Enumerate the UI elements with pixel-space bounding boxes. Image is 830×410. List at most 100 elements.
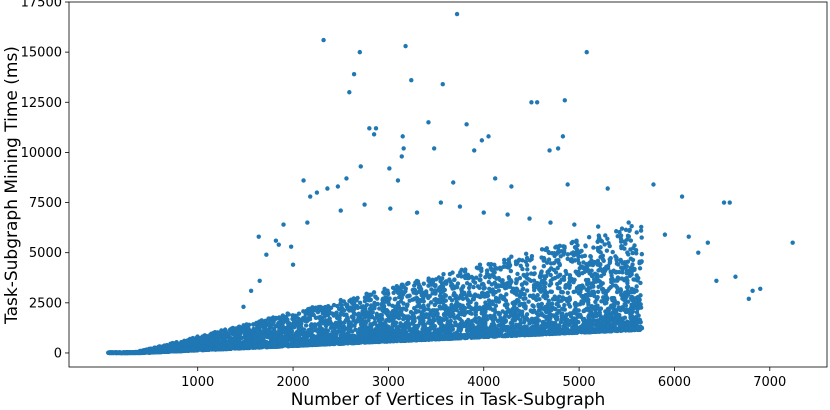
data-point [634,288,639,294]
data-point [539,278,545,284]
data-point [580,264,585,270]
data-point [395,178,401,183]
data-point [407,322,412,327]
data-point [602,242,607,247]
data-point [569,240,574,246]
data-point [507,329,513,335]
data-point [388,206,393,211]
data-point [365,292,371,297]
data-point [531,278,537,283]
data-point [578,286,584,292]
data-point [472,308,478,313]
data-point [634,284,639,289]
data-point [409,310,414,315]
data-point [308,194,313,199]
data-point [530,303,535,308]
data-point [325,328,331,333]
data-point [377,318,383,324]
data-point [567,295,572,300]
data-point [353,320,358,326]
data-point [359,339,364,344]
data-point [472,148,477,153]
data-point [623,276,628,281]
data-point [393,320,399,325]
data-point [387,296,392,301]
data-point [539,247,545,252]
data-point [374,311,380,317]
data-point [502,296,507,302]
data-point [595,318,601,323]
data-point [254,327,259,333]
data-point [497,333,502,338]
data-point [272,333,278,338]
data-point [579,299,584,304]
data-point [628,270,633,276]
data-point [562,245,567,251]
data-point [534,100,540,105]
data-point [605,186,610,191]
data-point [637,259,642,264]
data-point [614,285,620,290]
data-point [604,294,609,300]
data-point [595,262,600,267]
data-point [182,342,188,348]
data-point [638,280,643,286]
data-point [338,208,343,213]
data-point [601,258,606,264]
data-point [595,289,601,294]
data-point [571,325,576,331]
data-point [386,300,391,305]
data-point [429,287,434,292]
data-point [454,307,459,313]
data-point [565,290,571,295]
data-point [588,281,593,286]
data-point [588,262,593,267]
data-point [598,266,603,272]
data-point [400,134,405,139]
data-point [515,271,520,277]
data-point [362,298,368,304]
data-point [322,320,327,325]
data-point [190,346,195,351]
data-point [351,71,357,77]
data-point [546,250,552,256]
data-point [437,304,442,309]
data-point [518,317,523,323]
data-point [229,326,234,332]
data-point [370,309,375,315]
data-point [286,312,291,317]
data-point [405,302,410,307]
data-point [474,320,480,325]
data-point [477,277,482,282]
data-point [619,265,624,270]
data-point [549,302,554,307]
data-point [662,232,668,237]
data-point [608,313,614,318]
data-point [335,184,341,189]
data-point [443,298,449,303]
data-point [514,279,519,285]
data-point [360,304,366,309]
data-point [523,251,529,257]
data-point [596,237,601,242]
data-point [358,313,363,319]
data-point [422,325,428,330]
data-point [538,328,543,334]
data-point [290,262,296,267]
data-point [297,320,302,326]
data-point [435,311,440,316]
data-point [540,323,546,328]
data-point [315,329,320,334]
data-point [477,333,482,339]
data-point [521,286,526,291]
data-point [396,311,401,316]
data-point [392,315,398,320]
data-point [727,200,732,205]
data-point [543,247,548,253]
data-point [294,339,300,344]
data-point [560,134,566,139]
data-point [624,299,629,304]
data-point [474,275,479,280]
data-point [721,200,727,205]
data-point [614,229,619,234]
